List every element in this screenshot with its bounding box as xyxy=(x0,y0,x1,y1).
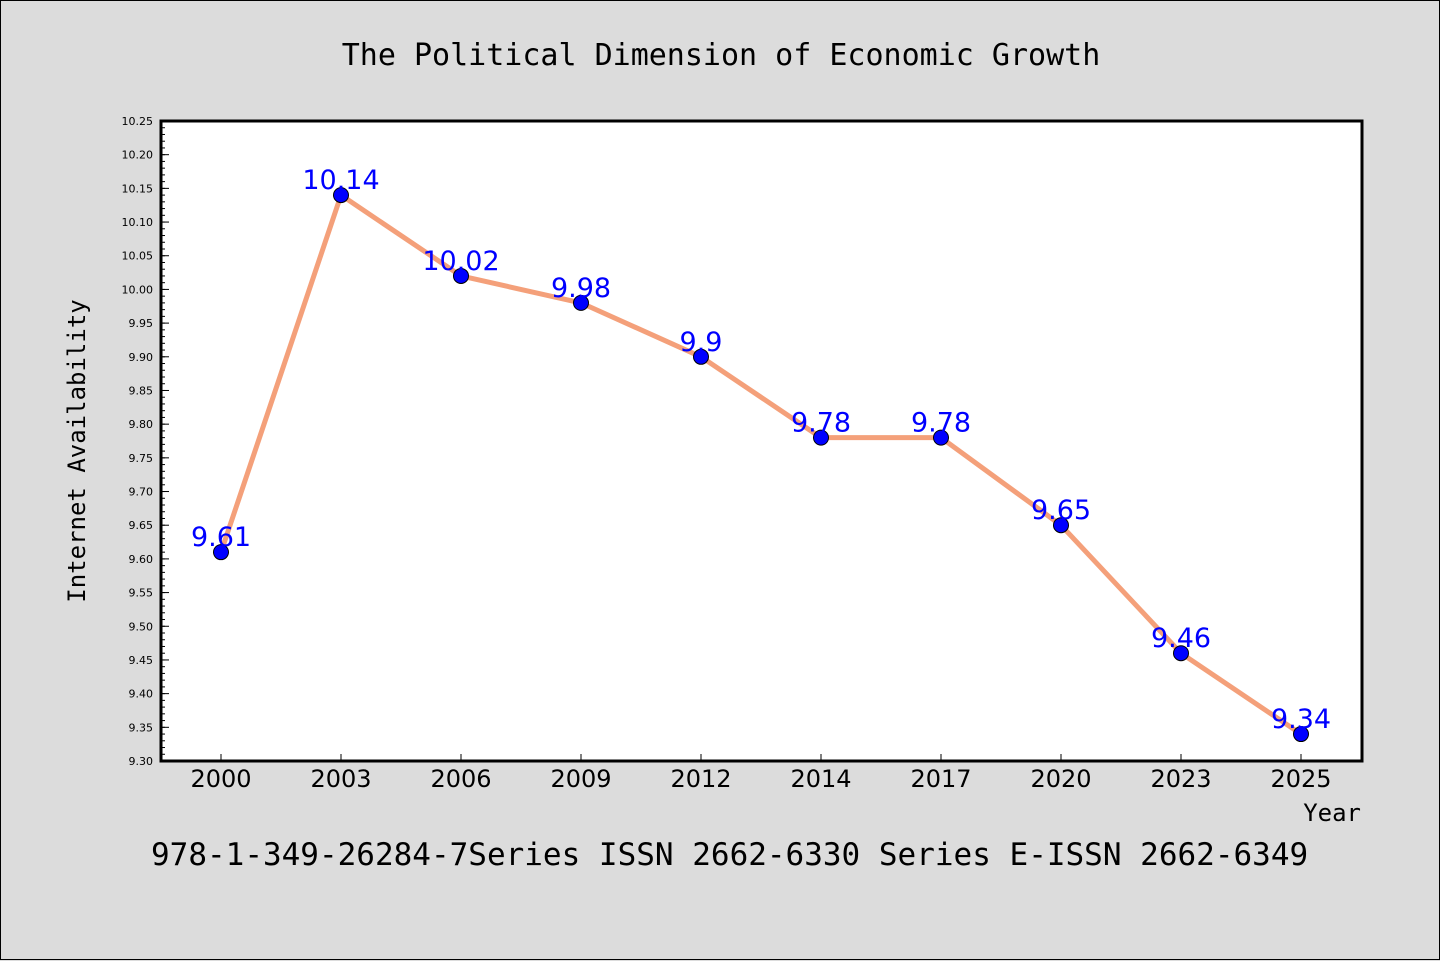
data-label: 9.78 xyxy=(911,408,971,439)
y-tick-label: 10.05 xyxy=(122,250,154,263)
data-point xyxy=(213,544,229,561)
y-axis-ticks: 9.30 9.35 9.40 9.45 9.50 9.55 9.60 9.65 9.70 9.75… xyxy=(122,115,169,768)
series-line xyxy=(218,192,1304,737)
data-label: 9.98 xyxy=(551,273,611,304)
plot-border xyxy=(159,119,1364,763)
y-tick-label: 10.00 xyxy=(122,283,154,296)
y-tick-label: 10.15 xyxy=(122,182,154,195)
data-point xyxy=(1173,645,1189,662)
y-tick-label: 9.75 xyxy=(129,452,154,465)
data-labels-layer: 9.61 10.14 10.02 9.98 9.9 9.78 9.78 9.65 9.46 9.3… xyxy=(191,165,1331,735)
x-axis-ticks: 2000 2003 2006 2009 2012 2014 2017 2020 2023 2025 xyxy=(190,754,1332,793)
y-tick-label: 10.20 xyxy=(122,149,154,162)
y-tick-label: 9.35 xyxy=(129,721,154,734)
data-point xyxy=(1053,517,1069,534)
data-point xyxy=(813,429,829,446)
x-tick-label: 2025 xyxy=(1270,765,1331,793)
y-tick-label: 9.70 xyxy=(129,486,154,499)
chart-title: The Political Dimension of Economic Grow… xyxy=(342,38,1101,73)
data-label: 9.34 xyxy=(1271,704,1331,735)
x-tick-label: 2017 xyxy=(910,765,971,793)
y-tick-label: 9.95 xyxy=(129,317,154,330)
y-tick-label: 10.10 xyxy=(122,216,154,229)
data-point xyxy=(573,294,589,311)
x-tick-label: 2023 xyxy=(1150,765,1211,793)
x-tick-label: 2020 xyxy=(1030,765,1091,793)
data-label: 10.02 xyxy=(422,246,499,277)
x-tick-label: 2009 xyxy=(550,765,611,793)
y-tick-label: 9.65 xyxy=(129,519,154,532)
data-point xyxy=(933,429,949,446)
plot-area xyxy=(161,121,1362,761)
y-tick-label: 9.55 xyxy=(129,587,154,600)
x-tick-label: 2000 xyxy=(190,765,251,793)
x-tick-label: 2003 xyxy=(310,765,371,793)
data-label: 10.14 xyxy=(302,165,379,196)
data-point xyxy=(693,348,709,365)
y-tick-label: 10.25 xyxy=(122,115,154,128)
y-tick-label: 9.45 xyxy=(129,654,154,667)
data-point xyxy=(333,187,349,204)
data-label: 9.78 xyxy=(791,408,851,439)
y-tick-label: 9.60 xyxy=(129,553,154,566)
y-tick-label: 9.80 xyxy=(129,418,154,431)
data-label: 9.9 xyxy=(680,327,723,358)
y-tick-label: 9.85 xyxy=(129,384,154,397)
data-point xyxy=(453,267,469,284)
y-tick-label: 9.30 xyxy=(129,755,154,768)
y-tick-label: 9.40 xyxy=(129,688,154,701)
data-label: 9.46 xyxy=(1151,623,1211,654)
data-point xyxy=(1293,726,1309,743)
data-label: 9.65 xyxy=(1031,495,1091,526)
x-tick-label: 2012 xyxy=(670,765,731,793)
series-layer xyxy=(213,187,1309,743)
y-axis-label: Internet Availability xyxy=(63,299,91,602)
y-tick-label: 9.50 xyxy=(129,620,154,633)
x-axis-label: Year xyxy=(1303,799,1361,827)
isbn-footer: 978-1-349-26284-7Series ISSN 2662-6330 S… xyxy=(151,837,1308,873)
y-tick-label: 9.90 xyxy=(129,351,154,364)
x-tick-label: 2014 xyxy=(790,765,851,793)
x-tick-label: 2006 xyxy=(430,765,491,793)
data-label: 9.61 xyxy=(191,522,251,553)
